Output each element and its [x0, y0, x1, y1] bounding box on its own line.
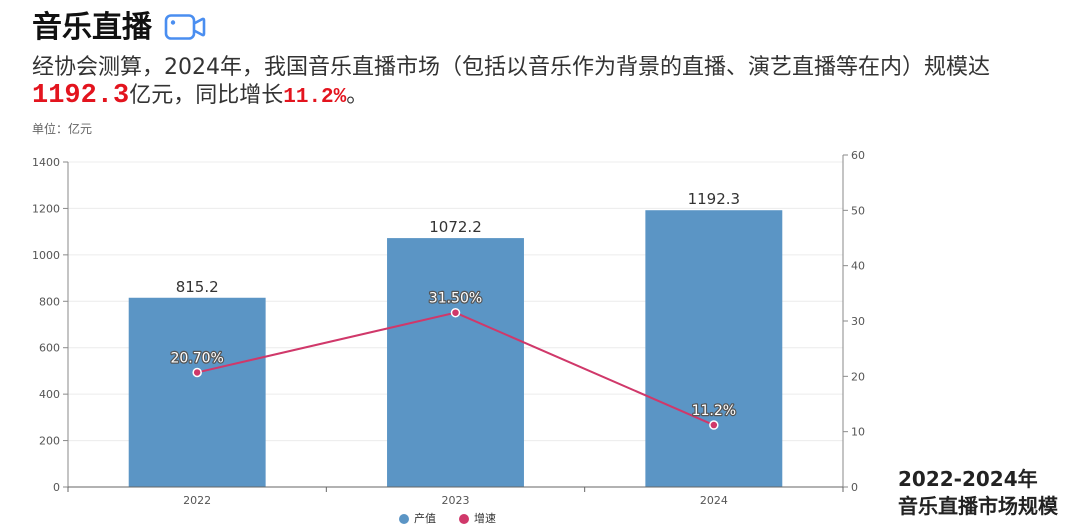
right-axis-tick-label: 10 [851, 426, 865, 439]
growth-value-label-2024: 11.2% [692, 403, 736, 419]
market-size-chart: 0 200 400 600 800 1000 1200 1400 0 10 20 30 40 50 60 81… [32, 149, 865, 507]
right-axis-tick-label: 0 [851, 481, 858, 494]
caption-subject: 音乐直播市场规模 [898, 494, 1058, 518]
left-axis-tick-label: 1400 [32, 156, 60, 169]
right-axis-tick-label: 60 [851, 149, 865, 162]
chart-caption: 2022-2024年 音乐直播市场规模 [898, 466, 1058, 520]
left-axis-tick-label: 0 [53, 481, 60, 494]
left-axis-tick-label: 1000 [32, 249, 60, 262]
video-camera-icon [164, 14, 206, 40]
summary-middle-text: 亿元，同比增长 [129, 83, 284, 108]
x-axis-label-2024: 2024 [700, 494, 728, 507]
legend-label-growth: 增速 [474, 512, 496, 525]
growth-value-label-2023: 31.50% [429, 291, 482, 307]
bar-2024 [645, 210, 783, 487]
growth-point-2022 [192, 367, 202, 378]
x-axis-label-2022: 2022 [183, 494, 211, 507]
left-axis-tick-label: 600 [39, 342, 60, 355]
chart-legend: 产值 增速 [399, 512, 496, 526]
growth-point-2024 [709, 420, 719, 430]
growth-value-label-2022: 20.70% [170, 350, 223, 366]
bar-2023 [387, 238, 524, 487]
legend-dot-growth [459, 514, 469, 524]
summary-result-line: 1192.3亿元，同比增长11.2%。 [32, 80, 368, 114]
bar-2022 [128, 297, 266, 487]
left-axis-tick-label: 200 [39, 435, 60, 448]
bar-value-label-2022: 815.2 [176, 278, 219, 296]
market-value-highlight: 1192.3 [32, 81, 130, 111]
legend-item-output: 产值 [399, 512, 436, 526]
left-axis-tick-label: 400 [39, 388, 60, 401]
unit-label: 单位：亿元 [32, 122, 93, 136]
bar-value-label-2024: 1192.3 [688, 190, 741, 208]
right-axis-tick-label: 50 [851, 204, 865, 217]
legend-label-output: 产值 [414, 512, 436, 525]
right-axis-tick-label: 20 [851, 370, 865, 383]
right-axis-tick-label: 40 [851, 260, 865, 273]
right-axis-tick-label: 30 [851, 315, 865, 328]
caption-years: 2022-2024年 [898, 467, 1038, 491]
page-title: 音乐直播 [32, 10, 152, 45]
growth-rate-highlight: 11.2% [283, 86, 347, 109]
summary-line: 经协会测算，2024年，我国音乐直播市场（包括以音乐作为背景的直播、演艺直播等在… [32, 55, 990, 80]
summary-end-text: 。 [346, 83, 369, 108]
bar-value-label-2023: 1072.2 [429, 218, 482, 236]
growth-point-2023 [450, 307, 461, 318]
left-axis-tick-label: 1200 [32, 202, 60, 215]
legend-dot-output [399, 514, 409, 524]
left-axis-tick-label: 800 [39, 295, 60, 308]
legend-item-growth: 增速 [459, 512, 496, 526]
x-axis-label-2023: 2023 [442, 494, 470, 507]
